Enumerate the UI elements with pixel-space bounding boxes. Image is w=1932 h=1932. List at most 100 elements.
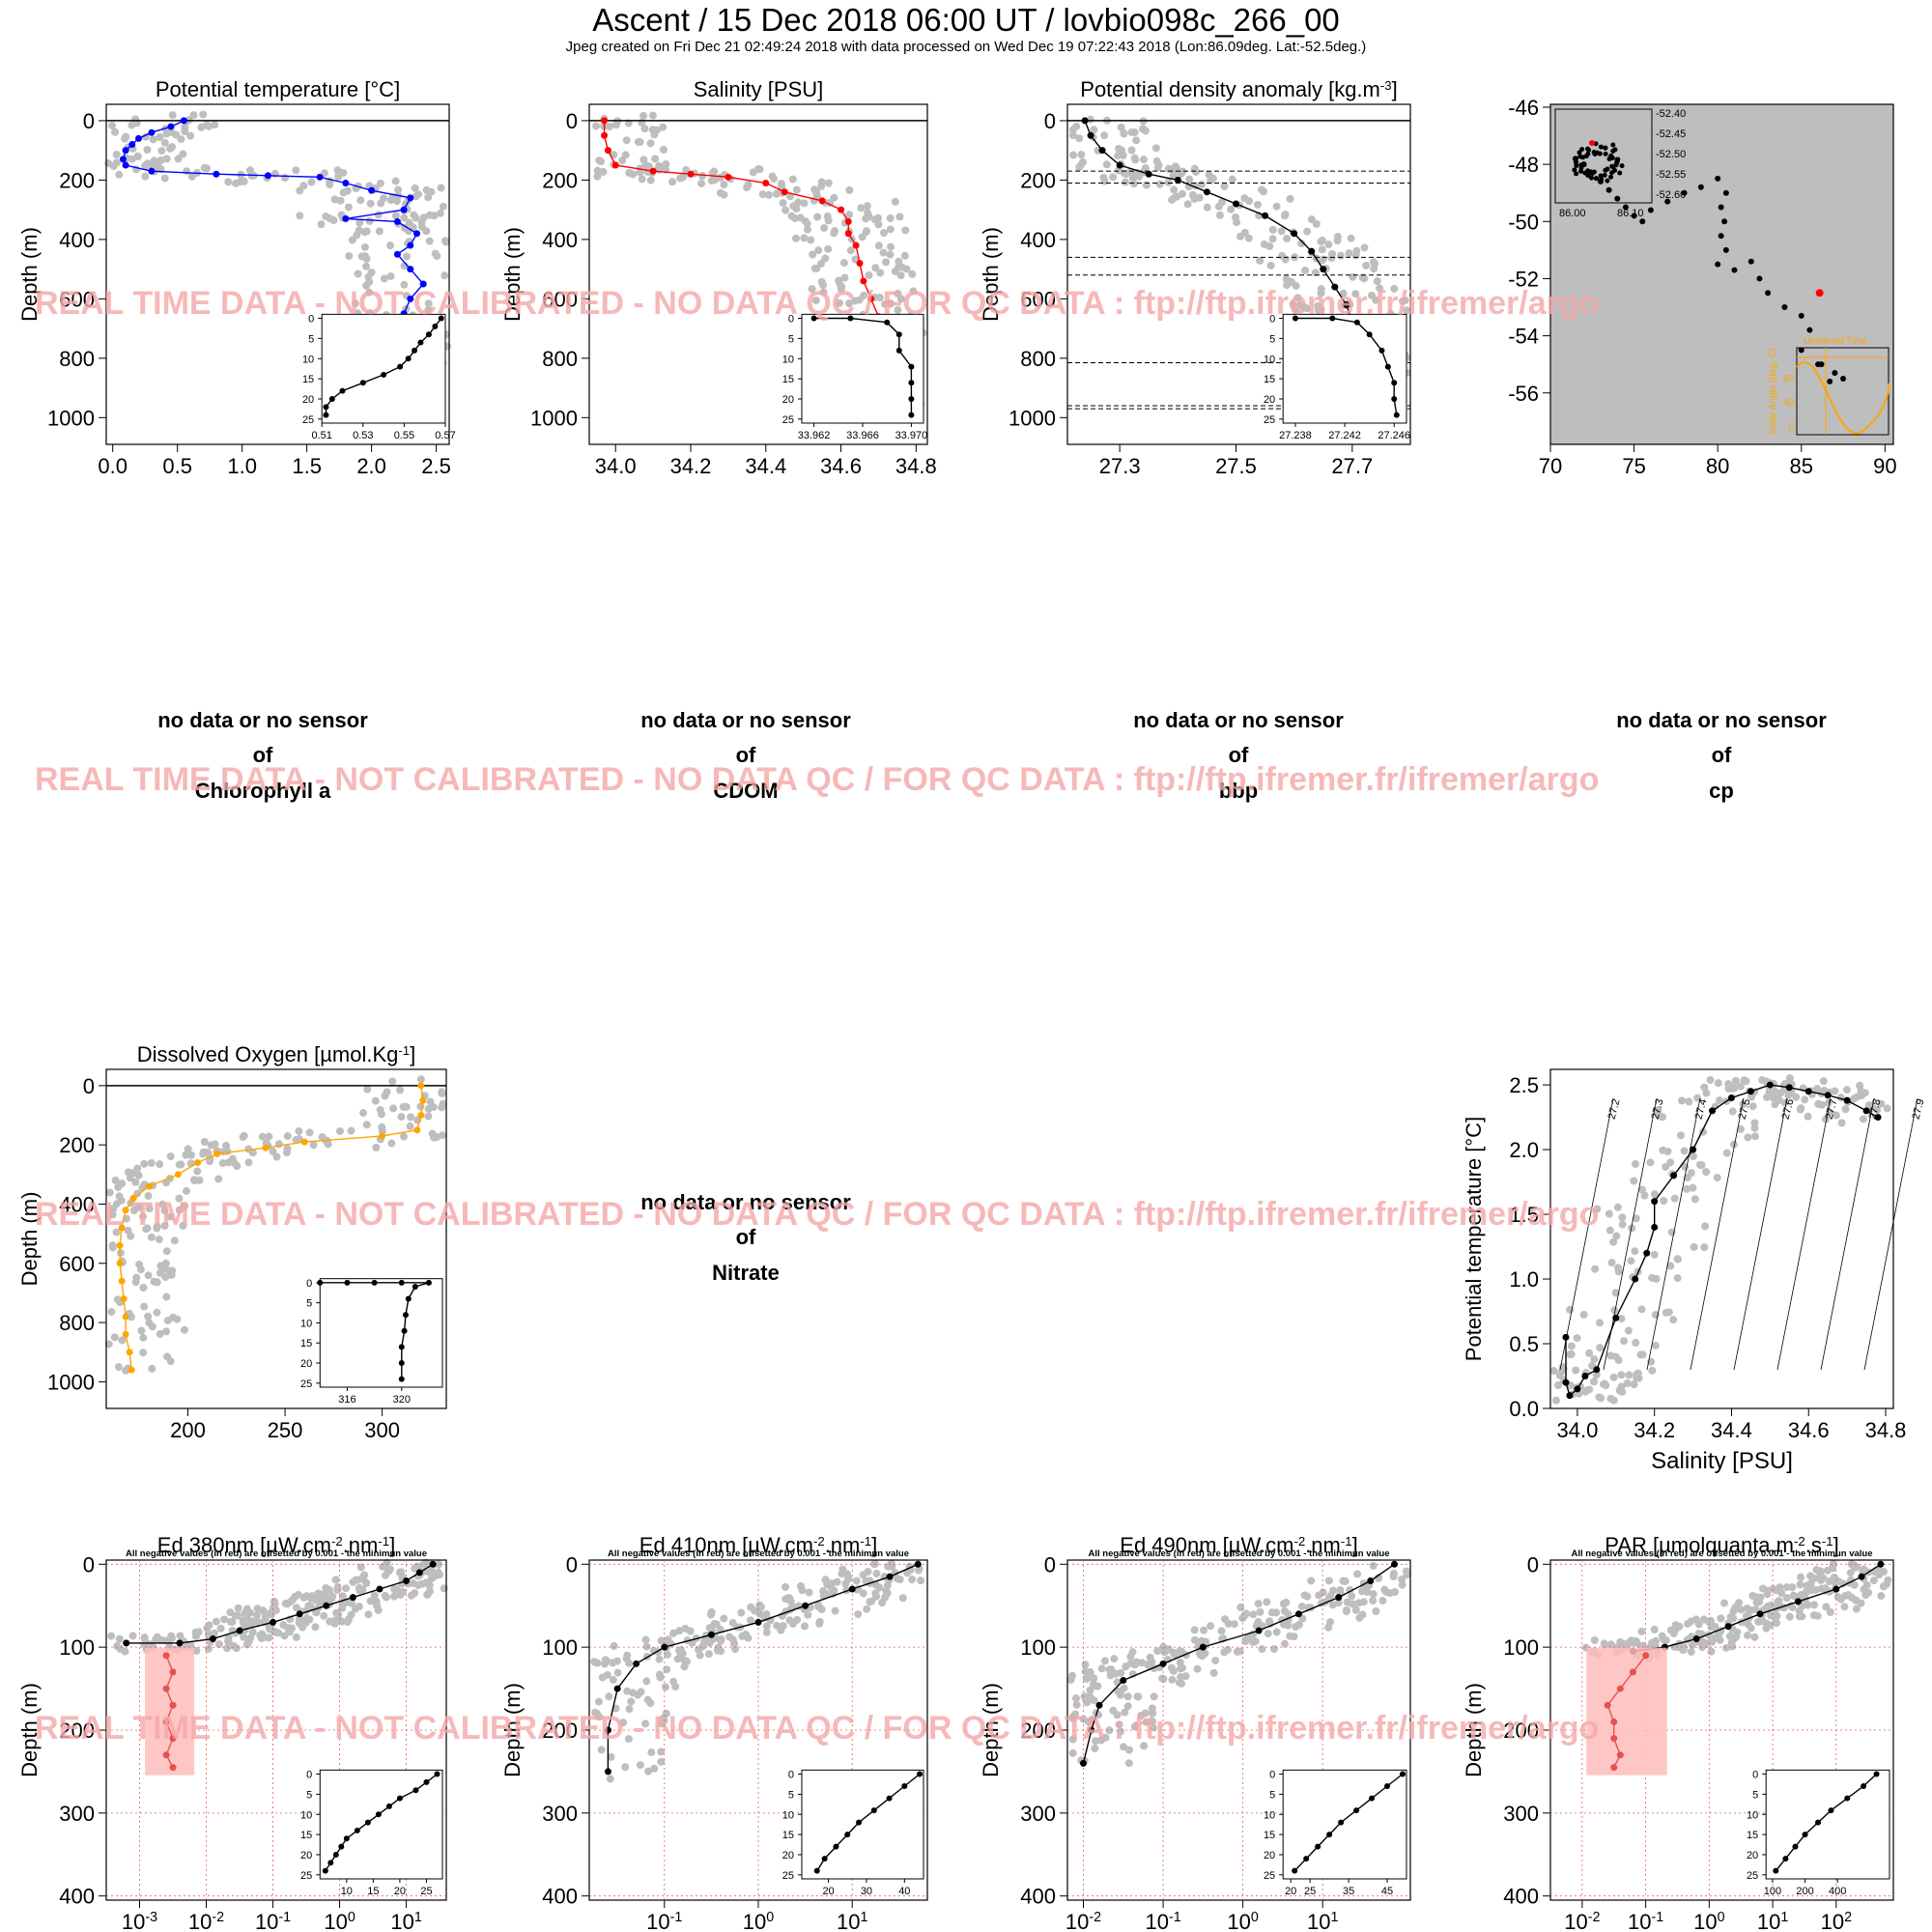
- oxy-reference-point: [193, 1167, 202, 1176]
- ed380-reference-point: [351, 1605, 359, 1613]
- sal-y-tick-label: 600: [542, 287, 578, 311]
- ed410-reference-point: [606, 1775, 614, 1783]
- sal-reference-point: [900, 251, 909, 260]
- ts-reference-point: [1596, 1319, 1605, 1327]
- ed490-reference-point: [1355, 1613, 1364, 1622]
- sal-x-tick-label: 34.8: [895, 454, 937, 478]
- ed410-y-tick-label: 200: [542, 1719, 578, 1743]
- dens-reference-point: [1324, 241, 1333, 249]
- map-position-point: [1781, 304, 1788, 311]
- ed490-reference-point: [1105, 1665, 1114, 1674]
- ed380-data-point: [169, 1764, 177, 1772]
- oxy-data-point: [120, 1295, 128, 1303]
- sal-reference-point: [874, 242, 883, 250]
- sal-inset-data-point: [810, 315, 817, 322]
- dens-reference-point: [1167, 165, 1176, 174]
- sal-reference-point: [646, 176, 655, 185]
- par-inset-data-point: [1815, 1819, 1822, 1826]
- dens-reference-point: [1109, 173, 1118, 182]
- oxy-profile-line: [119, 1085, 424, 1371]
- dens-reference-point: [1256, 256, 1264, 265]
- ed380-reference-point: [214, 1640, 223, 1649]
- oxy-reference-point: [239, 1132, 247, 1141]
- ed490-reference-point: [1140, 1742, 1149, 1750]
- ts-reference-point: [1841, 1105, 1850, 1114]
- temp-reference-point: [156, 132, 164, 141]
- ed380-inset-x-tick-label: 25: [420, 1886, 432, 1897]
- ts-reference-point: [1589, 1378, 1598, 1386]
- ed380-reference-point: [204, 1645, 213, 1654]
- sal-reference-point: [863, 202, 871, 211]
- temp-data-point: [122, 161, 129, 169]
- sal-reference-point: [810, 264, 819, 272]
- map-x-tick-label: 85: [1790, 454, 1813, 478]
- oxy-data-point: [122, 1313, 129, 1321]
- par-reference-point: [1844, 1591, 1853, 1600]
- ed490-reference-point: [1094, 1682, 1102, 1690]
- ed380-reference-point: [216, 1624, 225, 1633]
- ed410-reference-point: [717, 1647, 725, 1656]
- ts-reference-point: [1637, 1185, 1646, 1194]
- oxy-reference-point: [162, 1327, 171, 1336]
- oxy-y-tick-label: 1000: [47, 1370, 95, 1394]
- sal-reference-point: [755, 165, 764, 174]
- temp-inset-x-tick-label: 0.57: [435, 430, 455, 441]
- ed490-reference-point: [1106, 1671, 1115, 1680]
- ed380-reference-point: [333, 1583, 342, 1592]
- ed410-y-tick-label: 0: [566, 1552, 578, 1577]
- ed490-reference-point: [1150, 1692, 1158, 1701]
- ed490-reference-point: [1378, 1596, 1387, 1605]
- temp-reference-point: [367, 269, 376, 277]
- temp-reference-point: [112, 151, 121, 159]
- map-zoom-point: [1609, 170, 1615, 176]
- sal-reference-point: [895, 263, 903, 271]
- dens-data-point: [1232, 200, 1239, 208]
- dens-reference-point: [1117, 123, 1125, 131]
- oxy-y-tick-label: 600: [59, 1252, 95, 1276]
- sal-x-tick-label: 34.4: [745, 454, 786, 478]
- oxy-reference-point: [109, 1205, 118, 1213]
- ed410-reference-point: [619, 1719, 628, 1727]
- ts-isopycnal-label: 27.3: [1650, 1097, 1666, 1121]
- no-data-variable: bbp: [1219, 779, 1258, 803]
- par-reference-point: [1763, 1603, 1772, 1611]
- sal-reference-point: [791, 234, 800, 242]
- par-reference-point: [1840, 1603, 1849, 1611]
- ed490-reference-point: [1072, 1700, 1081, 1709]
- par-reference-point: [1743, 1605, 1751, 1613]
- ed490-reference-point: [1263, 1598, 1271, 1606]
- map-zoom-point: [1603, 151, 1608, 156]
- dens-reference-point: [1203, 203, 1211, 212]
- ed380-y-tick-label: 200: [59, 1719, 95, 1743]
- temp-x-tick-label: 0.5: [162, 454, 192, 478]
- dens-reference-point: [1258, 185, 1266, 194]
- oxy-reference-point: [424, 1104, 433, 1113]
- oxy-inset-y-tick-label: 15: [300, 1338, 312, 1350]
- dens-reference-point: [1130, 154, 1139, 162]
- par-y-tick-label: 400: [1503, 1885, 1539, 1909]
- ed410-inset-data-point: [886, 1795, 893, 1802]
- dens-reference-point: [1155, 180, 1164, 188]
- map-zoom-x-tick-label: 86.00: [1559, 208, 1586, 219]
- oxy-reference-point: [118, 1179, 127, 1188]
- dens-reference-point: [1099, 173, 1108, 182]
- dens-inset-data-point: [1393, 412, 1400, 418]
- oxy-frame: [105, 1068, 447, 1409]
- ts-reference-point: [1740, 1076, 1748, 1085]
- ts-reference-point: [1637, 1305, 1646, 1314]
- temp-reference-point: [436, 209, 444, 217]
- ts-x-tick-label: 34.8: [1865, 1418, 1907, 1442]
- ed380-reference-cloud: [107, 1558, 448, 1656]
- ts-data-point: [1562, 1378, 1570, 1386]
- temp-reference-point: [296, 212, 304, 220]
- ed490-reference-point: [1130, 1722, 1139, 1731]
- temp-data-point: [413, 230, 421, 238]
- oxy-reference-point: [160, 1207, 169, 1215]
- dens-reference-point: [1100, 131, 1109, 140]
- ed380-reference-point: [423, 1590, 432, 1599]
- ts-reference-point: [1566, 1350, 1575, 1359]
- dens-reference-point: [1337, 251, 1346, 260]
- ts-reference-point: [1702, 1089, 1711, 1097]
- ed380-inset-data-point: [343, 1835, 350, 1842]
- ed490-reference-point: [1123, 1702, 1132, 1711]
